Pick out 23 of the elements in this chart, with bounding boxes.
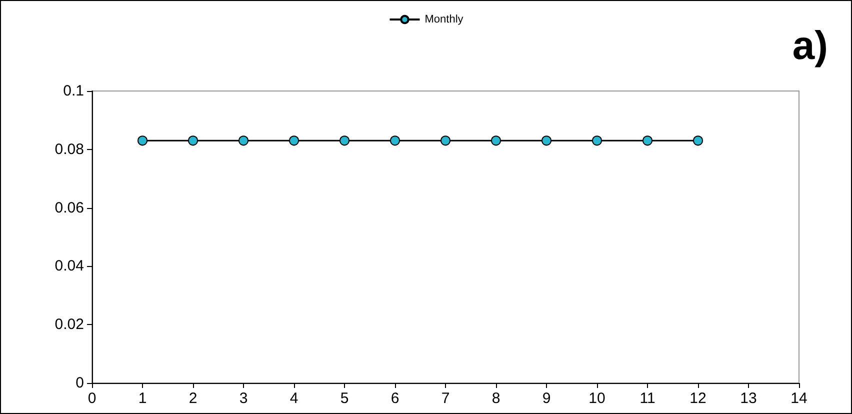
x-tick-label: 10	[588, 390, 606, 407]
x-tick-label: 12	[690, 390, 706, 407]
x-tick-label: 2	[188, 390, 198, 407]
text: a)	[792, 24, 828, 68]
y-tick-label: 0	[76, 374, 84, 392]
x-tick-label: 7	[441, 390, 450, 407]
x-tick-label: 13	[740, 390, 757, 407]
x-tick-label: 6	[390, 390, 400, 407]
x-tick-label: 1	[138, 390, 147, 407]
x-tick-label: 4	[290, 390, 298, 407]
x-tick-label: 8	[492, 390, 500, 407]
x-tick-label: 14	[790, 390, 808, 407]
y-tick-label: 0.1	[63, 82, 84, 100]
x-tick-label: 0	[88, 390, 96, 407]
legend-label: Monthly	[424, 14, 464, 26]
y-tick-label: 0.06	[54, 199, 84, 216]
y-tick-label: 0.04	[54, 258, 84, 275]
x-tick-label: 3	[239, 390, 248, 407]
x-tick-label: 9	[542, 390, 551, 407]
y-tick-label: 0.08	[54, 140, 84, 158]
y-tick-label: 0.02	[54, 316, 84, 334]
x-tick-label: 5	[340, 390, 349, 407]
x-tick-label: 11	[640, 390, 656, 407]
